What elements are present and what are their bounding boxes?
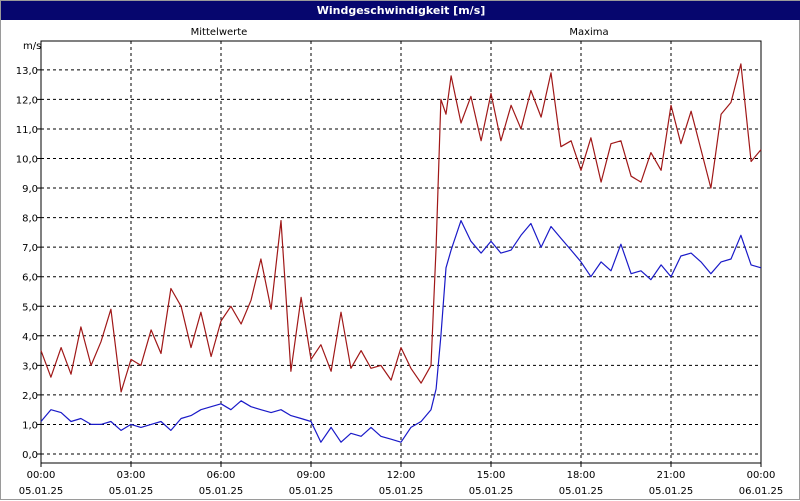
legend-mittelwerte: Mittelwerte <box>191 27 248 38</box>
y-tick-label: 11,0 <box>16 125 38 136</box>
x-tick-time-label: 15:00 <box>477 470 506 481</box>
y-tick-label: 10,0 <box>16 155 38 166</box>
y-tick-label: 0,0 <box>22 450 38 461</box>
legend: Mittelwerte Maxima <box>191 27 609 38</box>
grid <box>41 41 761 463</box>
x-tick-date-label: 05.01.25 <box>199 486 244 497</box>
x-tick-date-label: 05.01.25 <box>649 486 694 497</box>
x-tick-date-label: 05.01.25 <box>289 486 334 497</box>
x-tick-time-label: 00:00 <box>747 470 776 481</box>
x-tick-time-label: 18:00 <box>567 470 596 481</box>
y-tick-label: 8,0 <box>22 214 38 225</box>
y-tick-label: 6,0 <box>22 273 38 284</box>
y-tick-label: 2,0 <box>22 391 38 402</box>
x-tick-time-label: 21:00 <box>657 470 686 481</box>
x-tick-date-label: 05.01.25 <box>559 486 604 497</box>
y-axis: 0,0 1,0 2,0 3,0 4,0 5,0 6,0 7,0 8,0 9,0 10,0 11,0 12… <box>16 66 41 461</box>
x-tick-time-label: 12:00 <box>387 470 416 481</box>
y-tick-label: 9,0 <box>22 184 38 195</box>
x-tick-time-label: 00:00 <box>27 470 56 481</box>
x-tick-time-label: 09:00 <box>297 470 326 481</box>
series-line-mittelwerte <box>40 220 762 443</box>
x-tick-date-label: 05.01.25 <box>469 486 514 497</box>
legend-maxima: Maxima <box>569 27 608 38</box>
y-tick-label: 1,0 <box>22 420 38 431</box>
y-tick-label: 3,0 <box>22 361 38 372</box>
x-tick-time-label: 06:00 <box>207 470 236 481</box>
y-tick-label: 4,0 <box>22 332 38 343</box>
x-axis: 00:00 05.01.25 03:00 05.01.25 06:00 05.01.25 0… <box>19 463 784 497</box>
x-tick-date-label: 05.01.25 <box>109 486 154 497</box>
x-tick-date-label: 06.01.25 <box>739 486 784 497</box>
series-group <box>40 63 762 443</box>
y-tick-label: 13,0 <box>16 66 38 77</box>
x-tick-time-label: 03:00 <box>117 470 146 481</box>
chart-title: Windgeschwindigkeit [m/s] <box>1 1 800 20</box>
x-tick-date-label: 05.01.25 <box>19 486 64 497</box>
y-tick-label: 12,0 <box>16 95 38 106</box>
y-tick-label: 5,0 <box>22 302 38 313</box>
x-tick-date-label: 05.01.25 <box>379 486 424 497</box>
series-line-maxima <box>40 63 762 393</box>
y-axis-unit-label: m/s <box>23 41 41 52</box>
y-tick-label: 7,0 <box>22 243 38 254</box>
